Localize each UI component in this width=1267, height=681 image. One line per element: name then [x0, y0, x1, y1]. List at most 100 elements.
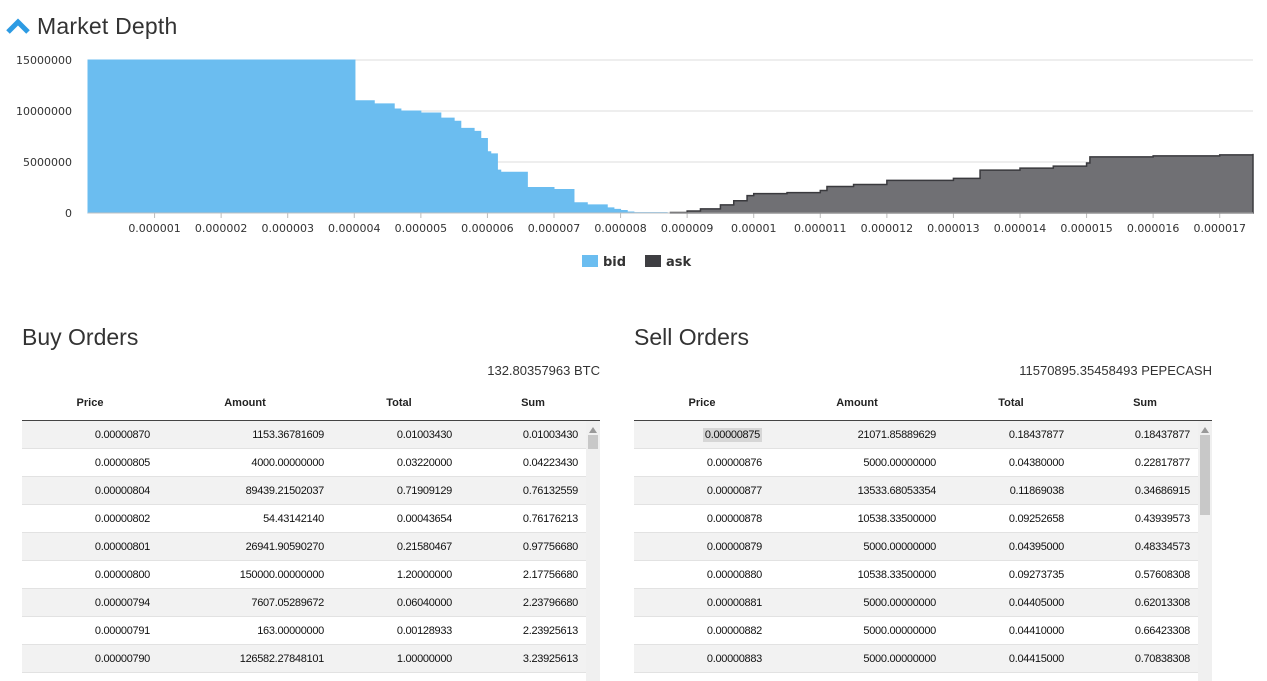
- sum-cell: 0.18437877: [1078, 429, 1212, 441]
- price-cell: 0.00000880: [634, 569, 770, 581]
- x-tick-label: 0.000011: [794, 222, 847, 235]
- y-tick-label: 5000000: [23, 156, 72, 169]
- scrollbar-thumb[interactable]: [588, 435, 598, 449]
- x-tick-label: 0.000017: [1193, 222, 1246, 235]
- sell-orders-header: Price Amount Total Sum: [634, 386, 1212, 421]
- sum-cell: 0.76132559: [466, 485, 600, 497]
- price-cell: 0.00000802: [22, 513, 158, 525]
- x-tick-label: 0.000014: [994, 222, 1047, 235]
- price-cell: 0.00000805: [22, 457, 158, 469]
- y-tick-label: 0: [65, 207, 72, 220]
- amount-cell: 4000.00000000: [158, 457, 332, 469]
- total-cell: 0.04415000: [944, 653, 1078, 665]
- legend-swatch-bid: [582, 255, 598, 267]
- column-header-total[interactable]: Total: [944, 397, 1078, 409]
- sum-cell: 2.23796680: [466, 597, 600, 609]
- amount-cell: 5000.00000000: [770, 625, 944, 637]
- total-cell: 0.04405000: [944, 597, 1078, 609]
- x-tick-label: 0.000013: [927, 222, 980, 235]
- total-cell: 1.20000000: [332, 569, 466, 581]
- sum-cell: 0.97756680: [466, 541, 600, 553]
- table-row[interactable]: 0.0000078212950.723785170.101274663.3405…: [22, 673, 600, 681]
- column-header-total[interactable]: Total: [332, 397, 466, 409]
- price-cell: 0.00000882: [634, 625, 770, 637]
- x-tick-label: 0.000015: [1060, 222, 1113, 235]
- price-cell: 0.00000801: [22, 541, 158, 553]
- column-header-amount[interactable]: Amount: [770, 397, 944, 409]
- x-tick-label: 0.000016: [1127, 222, 1180, 235]
- column-header-amount[interactable]: Amount: [158, 397, 332, 409]
- column-header-sum[interactable]: Sum: [1078, 397, 1212, 409]
- legend-label-ask: ask: [666, 255, 692, 270]
- amount-cell: 10538.33500000: [770, 513, 944, 525]
- price-cell: 0.00000800: [22, 569, 158, 581]
- selected-text: 0.00000875: [703, 428, 762, 442]
- column-header-sum[interactable]: Sum: [466, 397, 600, 409]
- sum-cell: 0.04223430: [466, 457, 600, 469]
- scroll-up-arrow-icon[interactable]: [1201, 427, 1209, 433]
- chevron-up-icon[interactable]: [6, 17, 30, 35]
- legend-label-bid: bid: [603, 255, 626, 270]
- total-cell: 0.71909129: [332, 485, 466, 497]
- amount-cell: 21071.85889629: [770, 429, 944, 441]
- column-header-price[interactable]: Price: [22, 397, 158, 409]
- price-cell: 0.00000879: [634, 541, 770, 553]
- total-cell: 0.01003430: [332, 429, 466, 441]
- x-tick-label: 0.000003: [261, 222, 314, 235]
- amount-cell: 163.00000000: [158, 625, 332, 637]
- market-depth-header: Market Depth: [6, 10, 177, 42]
- total-cell: 0.00128933: [332, 625, 466, 637]
- price-cell: 0.00000875: [634, 429, 770, 441]
- total-cell: 0.21580467: [332, 541, 466, 553]
- total-cell: 1.00000000: [332, 653, 466, 665]
- sum-cell: 2.17756680: [466, 569, 600, 581]
- scroll-up-arrow-icon[interactable]: [589, 427, 597, 433]
- x-tick-label: 0.000012: [861, 222, 914, 235]
- sum-cell: 0.34686915: [1078, 485, 1212, 497]
- price-cell: 0.00000876: [634, 457, 770, 469]
- buy-orders-header: Price Amount Total Sum: [22, 386, 600, 421]
- sell-orders-panel: Sell Orders 11570895.35458493 PEPECASH P…: [634, 318, 1212, 681]
- buy-orders-panel: Buy Orders 132.80357963 BTC Price Amount…: [22, 318, 600, 681]
- amount-cell: 150000.00000000: [158, 569, 332, 581]
- column-header-price[interactable]: Price: [634, 397, 770, 409]
- x-tick-label: 0.00001: [731, 222, 777, 235]
- x-tick-label: 0.000007: [528, 222, 581, 235]
- sell-orders-scrollbar[interactable]: [1198, 421, 1212, 681]
- amount-cell: 5000.00000000: [770, 541, 944, 553]
- sum-cell: 0.01003430: [466, 429, 600, 441]
- legend-swatch-ask: [645, 255, 661, 267]
- page-title: Market Depth: [37, 13, 177, 40]
- amount-cell: 126582.27848101: [158, 653, 332, 665]
- table-row[interactable]: 0.000008845000.000000000.044200000.75258…: [634, 673, 1212, 681]
- amount-cell: 13533.68053354: [770, 485, 944, 497]
- buy-orders-scrollbar[interactable]: [586, 421, 600, 681]
- price-cell: 0.00000877: [634, 485, 770, 497]
- scrollbar-thumb[interactable]: [1200, 435, 1210, 515]
- x-tick-label: 0.000006: [461, 222, 514, 235]
- amount-cell: 5000.00000000: [770, 653, 944, 665]
- total-cell: 0.18437877: [944, 429, 1078, 441]
- amount-cell: 5000.00000000: [770, 597, 944, 609]
